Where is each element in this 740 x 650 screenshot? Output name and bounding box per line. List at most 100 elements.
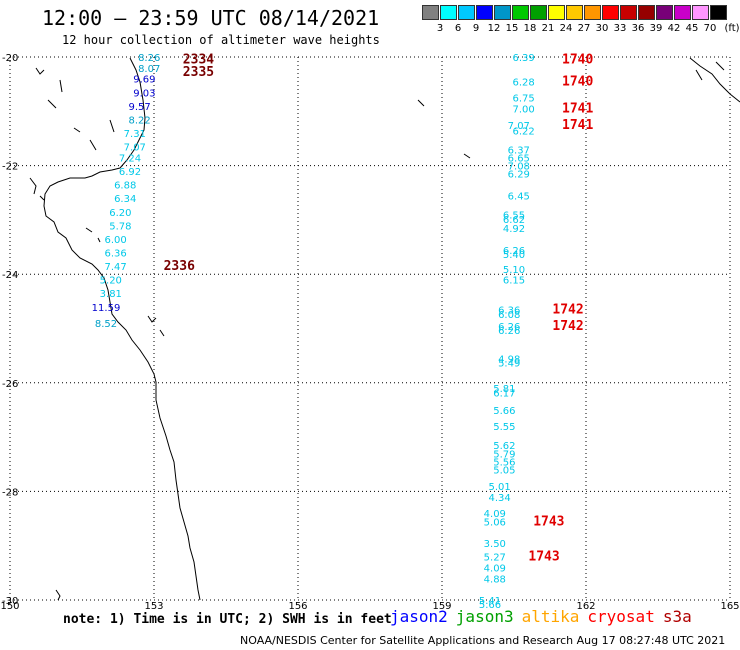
- swh-observation: 5.56: [493, 458, 515, 469]
- lat-tick-label: -24: [2, 270, 18, 281]
- scale-swatch: [476, 5, 493, 20]
- pass-time-label: 2335: [183, 65, 214, 80]
- scale-label: 70: [703, 23, 717, 34]
- swh-observation: 6.08: [498, 310, 520, 321]
- swh-observation: 6.22: [512, 126, 534, 137]
- scale-label: 27: [577, 23, 591, 34]
- swh-observation: 8.26: [138, 53, 160, 64]
- swh-observation: 5.62: [493, 441, 515, 452]
- swh-observation: 7.47: [104, 262, 126, 273]
- scale-label: 30: [595, 23, 609, 34]
- coastline-australia: [43, 57, 201, 601]
- swh-observation: 6.28: [512, 77, 534, 88]
- swh-observation: 6.39: [512, 53, 534, 64]
- scale-swatch: [422, 5, 439, 20]
- lon-tick-label: 162: [576, 601, 595, 610]
- scale-swatch: [512, 5, 529, 20]
- swh-observation: 5.27: [484, 553, 506, 564]
- swh-observation: 5.79: [493, 449, 515, 460]
- swh-observation: 4.98: [498, 354, 520, 365]
- scale-label: 18: [523, 23, 537, 34]
- pass-time-label: 1742: [552, 302, 583, 317]
- lat-lon-grid: [9, 56, 731, 601]
- scale-swatch: [602, 5, 619, 20]
- swh-observation: 11.59: [92, 303, 121, 314]
- swh-observation: 5.20: [100, 276, 122, 287]
- swh-observation: 5.41: [479, 596, 501, 607]
- scale-swatch: [692, 5, 709, 20]
- lat-tick-label: -22: [2, 162, 18, 173]
- scale-label: 33: [613, 23, 627, 34]
- scale-swatch: [710, 5, 727, 20]
- legend-cryosat: cryosat: [587, 607, 655, 626]
- legend-jason2: jason2: [390, 607, 448, 626]
- swh-observation: 6.92: [119, 167, 141, 178]
- swh-observation: 5.66: [479, 600, 501, 610]
- lat-tick-label: -20: [2, 53, 18, 64]
- swh-observation: 8.22: [128, 115, 150, 126]
- lat-tick-label: -28: [2, 487, 18, 498]
- scale-swatch: [620, 5, 637, 20]
- swh-observation: 5.81: [493, 384, 515, 395]
- swh-observation: 5.78: [109, 221, 131, 232]
- swh-observation: 5.10: [503, 265, 525, 276]
- credit-line: NOAA/NESDIS Center for Satellite Applica…: [240, 634, 726, 647]
- scale-swatch: [530, 5, 547, 20]
- scale-label: 36: [631, 23, 645, 34]
- pass-time-label: 2334: [183, 53, 214, 68]
- swh-observation: 6.88: [114, 181, 136, 192]
- swh-observation: 6.26: [498, 322, 520, 333]
- swh-observation: 6.36: [498, 305, 520, 316]
- scale-swatch: [566, 5, 583, 20]
- lon-tick-label: 150: [0, 601, 19, 610]
- swh-observation: 6.65: [508, 153, 530, 164]
- pass-time-label: 1743: [533, 514, 564, 529]
- swh-observation: 6.37: [508, 145, 530, 156]
- pass-time-label: 1740: [562, 74, 593, 89]
- swh-observation: 3.50: [484, 539, 506, 550]
- swh-observation: 5.66: [493, 406, 515, 417]
- swh-observation: 5.49: [498, 359, 520, 370]
- map-title: 12:00 – 23:59 UTC 08/14/2021: [42, 6, 380, 30]
- swh-observation: 6.36: [104, 248, 126, 259]
- swh-observation: 7.07: [124, 143, 146, 154]
- scale-label: 9: [472, 23, 480, 34]
- lon-tick-label: 156: [288, 601, 307, 610]
- scale-label: 15: [505, 23, 519, 34]
- swh-observation: 6.20: [109, 208, 131, 219]
- lon-tick-label: 159: [432, 601, 451, 610]
- scale-label: 3: [436, 23, 444, 34]
- swh-observation: 6.29: [508, 170, 530, 181]
- swh-observation: 7.08: [508, 162, 530, 173]
- swh-observation: 6.55: [503, 210, 525, 221]
- pass-time-label: 2336: [164, 259, 195, 274]
- pass-time-label: 1741: [562, 102, 593, 117]
- scale-label: 45: [685, 23, 699, 34]
- swh-observation: 6.26: [503, 246, 525, 257]
- swh-observation: 5.55: [493, 422, 515, 433]
- swh-observation: 5.01: [488, 482, 510, 493]
- scale-unit-label: (ft): [724, 23, 740, 34]
- swh-observation: 4.09: [484, 509, 506, 520]
- pass-time-label: 1741: [562, 118, 593, 133]
- lat-tick-label: -30: [2, 596, 18, 607]
- scale-label: 24: [559, 23, 573, 34]
- swh-observation: 4.88: [484, 574, 506, 585]
- scale-label: 12: [487, 23, 501, 34]
- map-subtitle: 12 hour collection of altimeter wave hei…: [62, 33, 380, 47]
- scale-label: 6: [454, 23, 462, 34]
- swh-observation: 9.57: [128, 102, 150, 113]
- legend-altika: altika: [521, 607, 580, 626]
- satellite-legend: jason2 jason3 altika cryosat s3a: [390, 607, 700, 626]
- swh-observation: 7.24: [119, 153, 141, 164]
- swh-observation: 4.34: [488, 493, 510, 504]
- swh-observation: 9.69: [133, 75, 155, 86]
- swh-observation: 8.07: [138, 64, 160, 75]
- altimeter-observations: 8.268.079.699.039.578.227.317.077.246.92…: [92, 53, 535, 610]
- scale-swatch: [494, 5, 511, 20]
- footnote: note: 1) Time is in UTC; 2) SWH is in fe…: [63, 612, 392, 627]
- scale-swatch: [440, 5, 457, 20]
- swh-observation: 6.26: [498, 326, 520, 337]
- scale-label: 21: [541, 23, 555, 34]
- swh-observation: 7.07: [508, 121, 530, 132]
